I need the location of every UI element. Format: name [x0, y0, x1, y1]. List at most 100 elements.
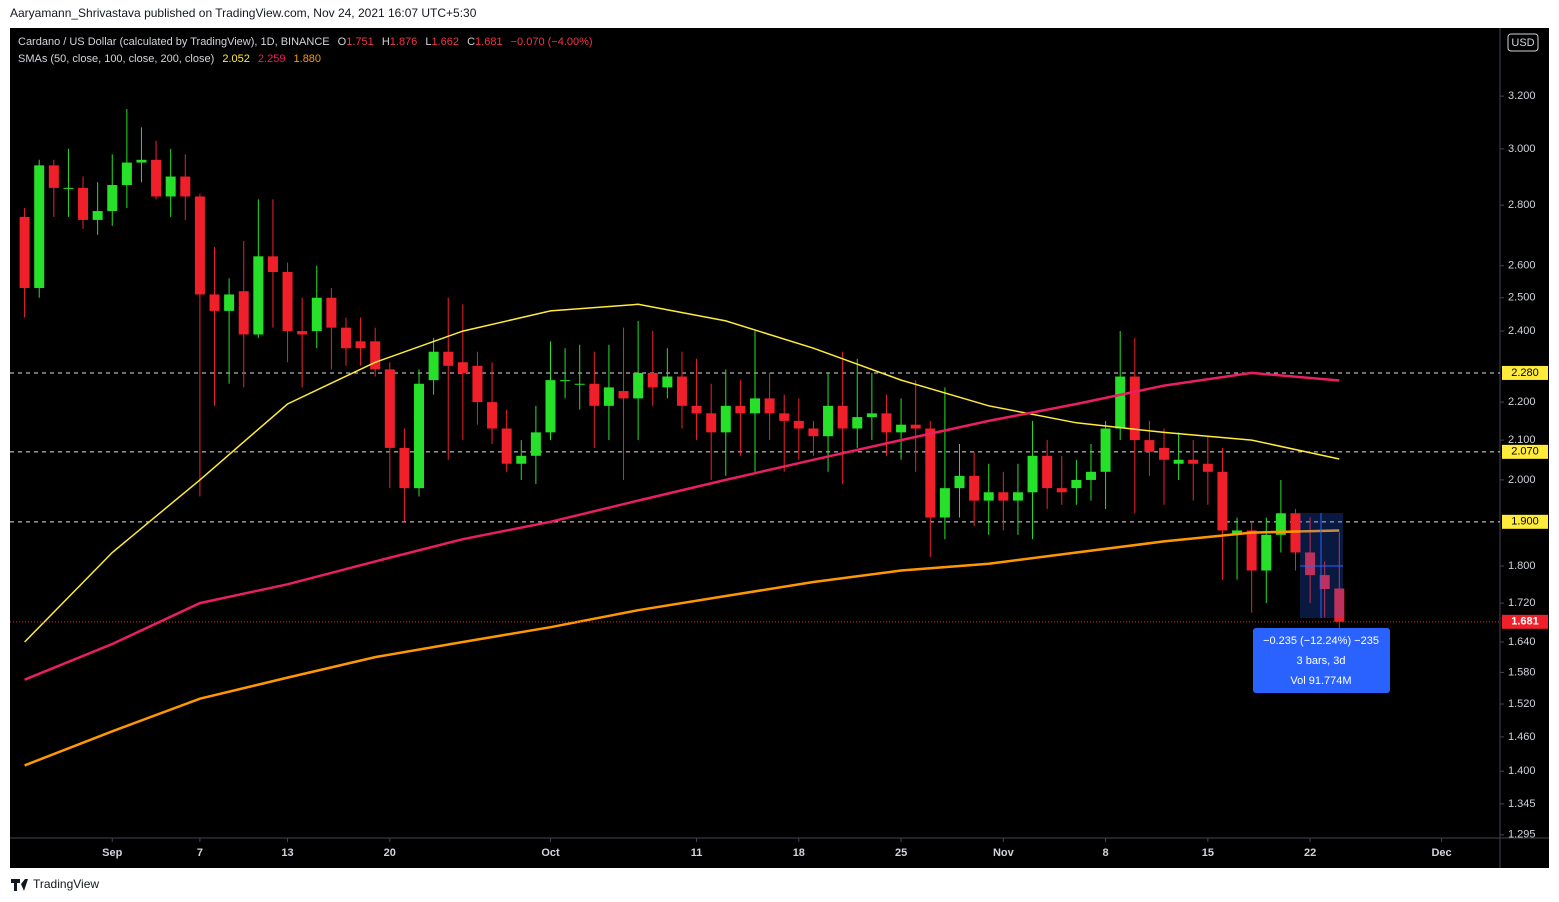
y-tick-label: 2.200: [1508, 396, 1536, 408]
publisher: Aaryamann_Shrivastava published on Tradi…: [10, 6, 477, 20]
sma-line: [24, 529, 1340, 767]
candle-body: [34, 165, 45, 288]
measure-volume: Vol 91.774M: [1290, 675, 1351, 687]
candle-body: [1188, 459, 1199, 464]
sma-value: 1.880: [294, 53, 322, 65]
plot: 3.200 3.000 2.800 2.600 2.500 2.400 2.200 2.100…: [10, 90, 1536, 859]
candle-body: [750, 398, 760, 414]
y-tick-label: 1.580: [1508, 666, 1536, 678]
readout-change: −0.070 (−4.00%): [511, 36, 593, 48]
candle-body: [808, 428, 819, 437]
sma-line: [24, 303, 1340, 643]
candle-body: [238, 291, 249, 335]
sma-value: 2.052: [222, 53, 250, 65]
candle-body: [881, 413, 892, 433]
candle-body: [925, 428, 936, 518]
candle-body: [78, 187, 89, 220]
candle-body: [676, 376, 687, 406]
y-tick-label: 2.600: [1508, 260, 1536, 272]
candle-body: [428, 351, 439, 381]
candle-body: [1042, 455, 1053, 489]
candle-body: [121, 162, 132, 186]
x-tick-label: Oct: [541, 847, 560, 859]
currency-button[interactable]: [1507, 33, 1539, 52]
readout-value: 1.876: [390, 36, 418, 48]
x-tick-label: 22: [1304, 847, 1316, 859]
candle-body: [457, 362, 468, 373]
indicator-legend: SMAs (50, close, 100, close, 200, close)…: [18, 53, 321, 65]
symbol-title: Cardano / US Dollar (calculated by Tradi…: [18, 36, 330, 48]
candle-body: [720, 405, 731, 433]
x-tick-label: 15: [1202, 847, 1214, 859]
hline-label-bg: [1502, 514, 1548, 529]
candle-body: [691, 405, 702, 414]
candle-body: [370, 341, 381, 370]
readout-label: L: [425, 36, 431, 48]
measure-box: [1253, 628, 1390, 693]
candle-body: [19, 216, 30, 288]
candle-body: [837, 405, 848, 429]
candle-body: [939, 488, 950, 518]
y-tick-label: 1.460: [1508, 731, 1536, 743]
candle-body: [1319, 575, 1330, 589]
candle-body: [1290, 513, 1301, 553]
candle-body: [48, 165, 59, 188]
candle-body: [998, 492, 1009, 501]
candle-body: [107, 185, 118, 212]
candle-body: [647, 372, 658, 388]
candle-body: [1261, 534, 1272, 571]
candle-body: [1232, 530, 1243, 535]
candle-body: [472, 365, 483, 403]
x-tick-label: 25: [895, 847, 907, 859]
candle-body: [618, 391, 629, 399]
sma-line: [24, 371, 1340, 681]
y-tick-label: 2.000: [1508, 474, 1536, 486]
candle-body: [194, 196, 205, 295]
hline-label: 2.070: [1511, 446, 1539, 458]
candle-body: [1027, 455, 1038, 493]
x-tick-label: 13: [281, 847, 293, 859]
candle-body: [326, 297, 337, 328]
candle-body: [501, 428, 512, 464]
candle-body: [399, 447, 410, 489]
candle-body: [954, 475, 965, 489]
candle-body: [530, 432, 541, 456]
candle-body: [603, 387, 614, 406]
candle-body: [545, 380, 556, 433]
candle-body: [224, 294, 235, 311]
hline-label-bg: [1502, 444, 1548, 459]
candle-body: [63, 187, 74, 189]
readout-label: O: [338, 36, 347, 48]
y-tick-label: 3.000: [1508, 143, 1536, 155]
y-tick-label: 1.640: [1508, 636, 1536, 648]
x-tick-label: 18: [793, 847, 805, 859]
candle-body: [311, 297, 322, 332]
candle-body: [1115, 376, 1126, 429]
indicator-name: SMAs (50, close, 100, close, 200, close): [18, 53, 214, 65]
y-tick-label: 1.400: [1508, 765, 1536, 777]
currency-label[interactable]: USD: [1511, 37, 1534, 49]
sma-value: 2.259: [258, 53, 286, 65]
candle-body: [1100, 428, 1111, 472]
x-tick-label: Nov: [993, 847, 1015, 859]
candle-body: [1159, 447, 1170, 460]
candle-body: [151, 159, 162, 197]
candle-body: [1056, 488, 1067, 493]
candle-body: [282, 272, 293, 332]
candle-body: [560, 380, 571, 382]
x-tick-label: 11: [691, 847, 703, 859]
y-tick-label: 2.800: [1508, 199, 1536, 211]
y-tick-label: 1.720: [1508, 597, 1536, 609]
candle-body: [1275, 513, 1286, 535]
hline-label: 1.900: [1511, 516, 1539, 528]
candle-body: [1012, 492, 1023, 501]
price-label-bg: [1502, 614, 1548, 629]
candle-body: [896, 424, 907, 433]
candle-body: [384, 369, 395, 448]
candle-body: [443, 351, 454, 366]
candle-body: [779, 413, 790, 421]
candle-body: [516, 455, 527, 464]
y-tick-label: 2.500: [1508, 292, 1536, 304]
candle-body: [589, 383, 600, 406]
